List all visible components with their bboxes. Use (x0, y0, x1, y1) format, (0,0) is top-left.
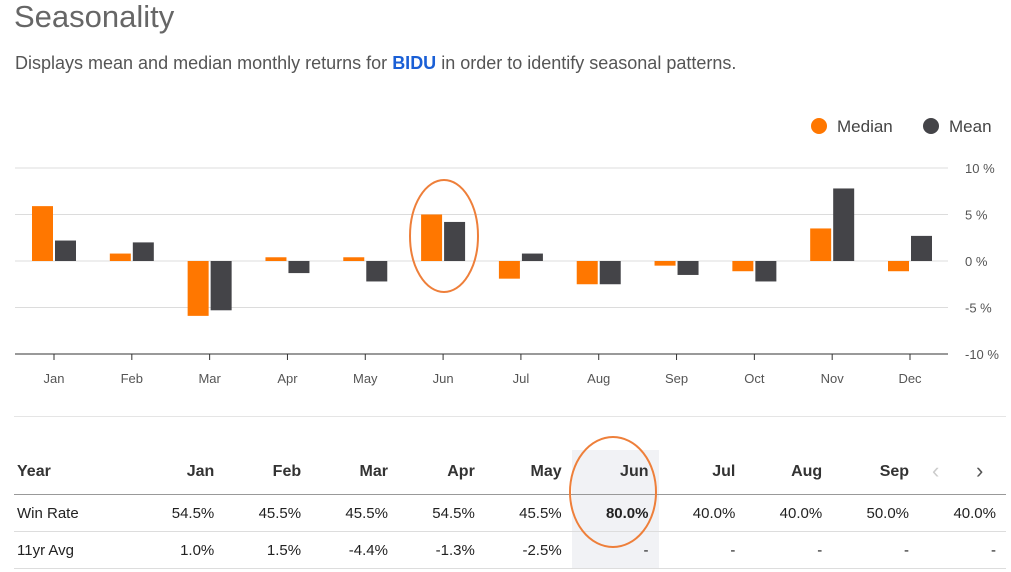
row-label: Win Rate (17, 504, 79, 522)
chevron-left-icon[interactable]: ‹ (932, 458, 940, 483)
x-tick-label: Feb (121, 371, 143, 386)
bar-median (109, 253, 131, 261)
bar-median (654, 261, 676, 266)
legend-marker-median (811, 118, 827, 134)
page-subtitle: Displays mean and median monthly returns… (15, 53, 736, 74)
table-header-month: Apr (447, 463, 475, 480)
x-tick-label: Oct (744, 371, 765, 386)
x-tick-label: Jun (433, 371, 454, 386)
row-label: 11yr Avg (17, 541, 74, 559)
legend-label-mean: Mean (949, 117, 992, 136)
table-cell: 40.0% (692, 504, 736, 522)
subtitle-text-after: in order to identify seasonal patterns. (436, 53, 737, 73)
table-cell: 54.5% (171, 504, 215, 522)
bar-median (343, 257, 365, 261)
bar-mean (288, 261, 310, 274)
legend-label-median: Median (837, 117, 893, 136)
table-cell: 80.0% (571, 494, 659, 532)
bar-mean (833, 188, 855, 261)
x-tick-label: Apr (277, 371, 298, 386)
bar-median (265, 257, 287, 261)
table-header-year: Year (17, 463, 51, 480)
bar-median (32, 206, 53, 261)
bar-mean (132, 242, 154, 261)
table-cell: -1.3% (435, 541, 475, 559)
table-cell: 1.5% (266, 541, 302, 559)
x-tick-label: Mar (198, 371, 221, 386)
bar-mean (677, 261, 699, 275)
x-tick-label: Sep (665, 371, 688, 386)
table-cell: -2.5% (522, 541, 562, 559)
table-cell: 50.0% (866, 504, 910, 522)
table-header-month: Jul (712, 463, 736, 480)
seasonality-chart: 10 % 5 % 0 % -5 % -10 % Jan Feb Mar Apr May Jun Jul… (15, 117, 999, 386)
table-cell: - (571, 531, 659, 569)
chevron-right-icon[interactable]: › (976, 458, 984, 483)
table-row: 11yr Avg 1.0% 1.5% -4.4% -1.3% -2.5% - - - - - (14, 531, 1006, 569)
page-title: Seasonality (14, 0, 175, 34)
seasonality-table: Year Jan Feb Mar Apr May Jun Jul Aug Sep Win Rate… (14, 450, 1006, 569)
bar-mean (210, 261, 232, 311)
table-cell: 45.5% (258, 504, 302, 522)
y-tick-label: 0 % (965, 254, 988, 269)
bar-median (732, 261, 754, 272)
table-header-month: Jan (186, 463, 215, 480)
subtitle-text-before: Displays mean and median monthly returns… (15, 53, 393, 73)
table-header-row: Year Jan Feb Mar Apr May Jun Jul Aug Sep (14, 450, 1006, 495)
table-cell: 40.0% (779, 504, 823, 522)
y-tick-label: 5 % (965, 208, 988, 223)
legend-marker-mean (923, 118, 939, 134)
y-tick-label: -5 % (965, 301, 992, 316)
bar-mean (755, 261, 777, 282)
x-tick-label: Aug (587, 371, 610, 386)
y-tick-label: 10 % (965, 161, 995, 176)
x-tick-label: Jul (513, 371, 530, 386)
table-header-month: Feb (272, 463, 302, 480)
y-tick-label: -10 % (965, 347, 999, 362)
table-header-month: Jun (571, 450, 659, 495)
bar-mean (444, 221, 466, 261)
bar-median (576, 261, 598, 285)
chart-divider (14, 416, 1006, 417)
x-tick-label: Dec (898, 371, 922, 386)
table-cell: 45.5% (345, 504, 388, 522)
table-cell: - (817, 541, 823, 559)
table-cell: 1.0% (180, 541, 215, 559)
bar-mean (366, 261, 388, 282)
bar-median (187, 261, 209, 316)
bar-mean (521, 253, 543, 261)
bar-median (421, 214, 443, 261)
bar-mean (911, 235, 932, 261)
x-tick-label: Nov (821, 371, 845, 386)
bar-mean (599, 261, 621, 285)
table-cell: 40.0% (953, 504, 996, 522)
table-header-month: Sep (879, 463, 910, 480)
table-cell: - (904, 541, 910, 559)
table-cell: - (991, 541, 996, 559)
bar-median (888, 261, 909, 272)
table-cell: - (730, 541, 736, 559)
bar-median (810, 228, 832, 261)
bar-median (498, 261, 520, 279)
x-tick-label: Jan (44, 371, 65, 386)
table-cell: 45.5% (519, 504, 562, 522)
table-header-month: May (530, 463, 562, 480)
table-header-month: Mar (359, 463, 388, 480)
table-cell: -4.4% (348, 541, 388, 559)
x-tick-label: May (353, 371, 378, 386)
bar-mean (55, 240, 76, 261)
table-header-month: Aug (791, 463, 823, 480)
ticker-link[interactable]: BIDU (392, 53, 437, 73)
table-cell: 54.5% (432, 504, 475, 522)
table-row: Win Rate 54.5% 45.5% 45.5% 54.5% 45.5% 80.0% 40… (14, 494, 1006, 532)
